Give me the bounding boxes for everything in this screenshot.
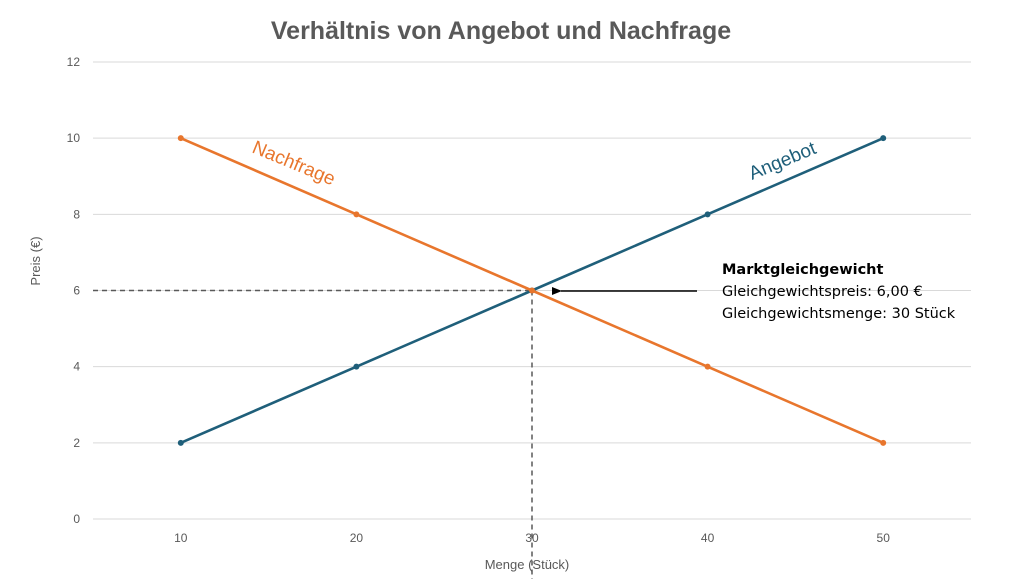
y-tick-label: 10 (67, 131, 81, 145)
y-tick-label: 2 (73, 436, 80, 450)
data-point-angebot (880, 135, 887, 142)
series-label-nachfrage: Nachfrage (249, 137, 338, 190)
y-tick-label: 4 (73, 360, 80, 374)
equilibrium-guides (93, 289, 533, 579)
x-tick-label: 20 (350, 531, 364, 545)
data-point-nachfrage (529, 287, 535, 294)
data-point-nachfrage (353, 211, 360, 218)
annotation-price: Gleichgewichtspreis: 6,00 € (722, 284, 923, 300)
data-point-nachfrage (880, 439, 887, 446)
annotation-quantity: Gleichgewichtsmenge: 30 Stück (722, 306, 956, 322)
x-axis-ticks: 10 20 30 40 50 (174, 531, 890, 545)
series-label-angebot: Angebot (746, 138, 820, 185)
y-tick-label: 6 (73, 284, 80, 298)
y-axis-label: Preis (€) (28, 236, 43, 285)
data-point-nachfrage (177, 135, 184, 142)
equilibrium-annotation: Marktgleichgewicht Gleichgewichtspreis: … (722, 262, 956, 322)
x-tick-label: 40 (701, 531, 715, 545)
x-tick-label: 10 (174, 531, 188, 545)
annotation-heading: Marktgleichgewicht (722, 262, 884, 278)
y-tick-label: 12 (67, 55, 81, 69)
data-point-angebot (177, 439, 184, 446)
chart-title: Verhältnis von Angebot und Nachfrage (271, 17, 731, 45)
y-tick-label: 0 (73, 512, 80, 526)
x-tick-label: 50 (877, 531, 891, 545)
series-lines (177, 135, 887, 446)
data-point-angebot (353, 363, 360, 370)
data-point-nachfrage (704, 363, 711, 370)
y-axis-ticks: 0 2 4 6 8 10 12 (67, 55, 81, 526)
x-axis-label: Menge (Stück) (485, 557, 570, 572)
data-point-angebot (704, 211, 711, 218)
y-tick-label: 8 (73, 207, 80, 221)
